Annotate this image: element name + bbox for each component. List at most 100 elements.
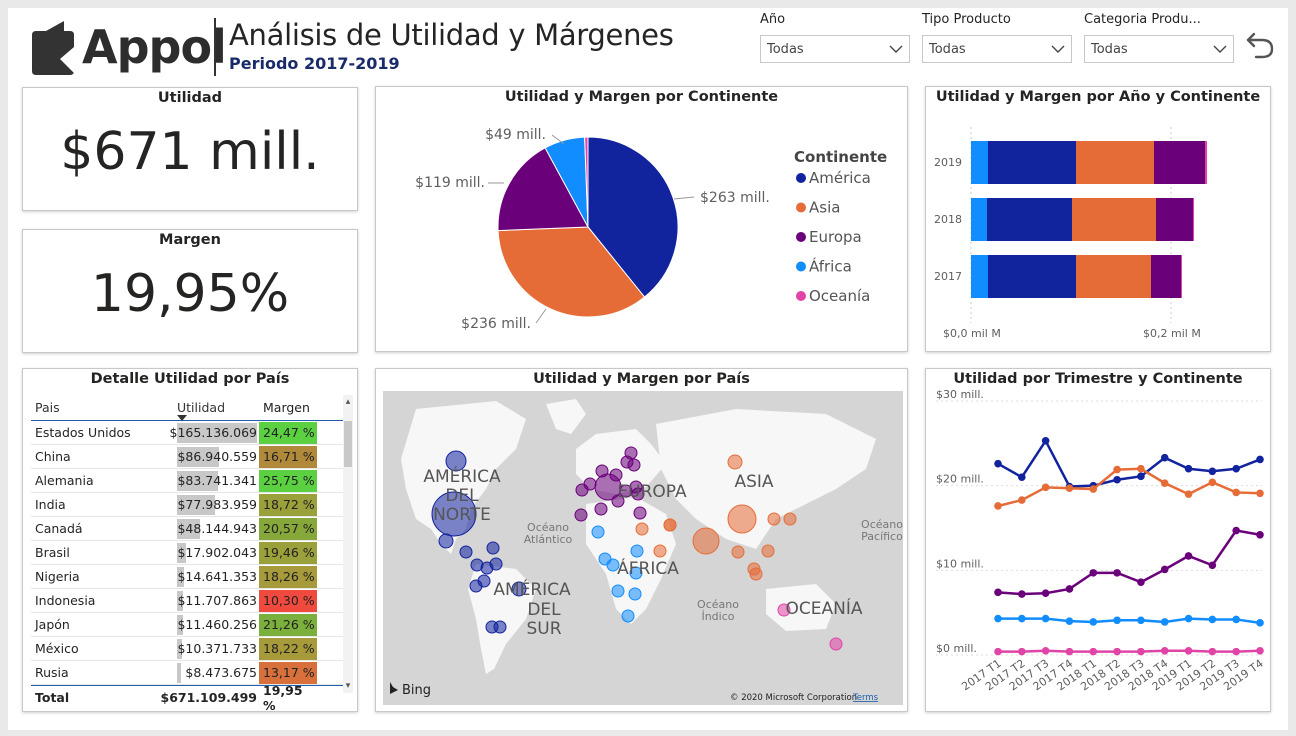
bar-segment[interactable] (971, 255, 988, 298)
series-point[interactable] (1113, 569, 1121, 577)
map-bubble[interactable] (829, 637, 843, 651)
bar-segment[interactable] (1205, 141, 1207, 184)
series-point[interactable] (1256, 455, 1264, 464)
map-bubbles[interactable] (431, 446, 843, 651)
series-point[interactable] (1160, 453, 1169, 462)
bar-segment[interactable] (1076, 255, 1151, 298)
table-row[interactable]: Indonesia $11.707.863 10,30 % (31, 589, 351, 613)
series-point[interactable] (1041, 483, 1050, 492)
series-point[interactable] (1137, 472, 1145, 481)
series-point[interactable] (994, 502, 1002, 510)
series-point[interactable] (1208, 647, 1217, 656)
map-bubble[interactable] (493, 620, 507, 634)
map-bubble[interactable] (575, 483, 589, 497)
map-bubble[interactable] (692, 527, 720, 555)
bar-segment[interactable] (971, 141, 988, 184)
slicer-tipo-dropdown[interactable]: Todas (922, 35, 1072, 63)
map-bubble[interactable] (486, 541, 500, 555)
table-row[interactable]: Rusia $8.473.675 13,17 % (31, 661, 351, 685)
bar-segment[interactable] (1181, 255, 1182, 298)
series-point[interactable] (1184, 490, 1193, 498)
pie-legend-item[interactable]: Asia (809, 199, 840, 217)
series-point[interactable] (1018, 647, 1026, 656)
map-bubble[interactable] (511, 581, 527, 597)
series-point[interactable] (1137, 647, 1145, 656)
bar-segment[interactable] (971, 198, 987, 241)
series-point[interactable] (1160, 646, 1169, 655)
pie-slice-4[interactable] (584, 136, 589, 228)
map-bubble[interactable] (653, 544, 667, 558)
map-bubble[interactable] (445, 450, 467, 472)
series-point[interactable] (1065, 484, 1074, 493)
series-point[interactable] (1232, 464, 1240, 473)
series-point[interactable] (1065, 585, 1074, 593)
series-point[interactable] (1065, 647, 1074, 656)
map-terms-link[interactable]: Terms (852, 693, 879, 703)
map-bubble[interactable] (431, 491, 477, 537)
map-bubble[interactable] (624, 446, 638, 460)
bar-segment[interactable] (987, 198, 1072, 241)
bar-segment[interactable] (1156, 198, 1193, 241)
table-scrollbar[interactable]: ▴ ▾ (343, 395, 353, 693)
series-point[interactable] (1089, 618, 1098, 626)
series-point[interactable] (1018, 590, 1026, 598)
map-bubble[interactable] (611, 494, 625, 508)
series-point[interactable] (1137, 464, 1145, 473)
series-point[interactable] (1018, 614, 1026, 623)
series-point[interactable] (994, 647, 1002, 656)
table-row[interactable]: Japón $11.460.256 21,26 % (31, 613, 351, 637)
table-row[interactable]: Brasil $17.902.043 19,46 % (31, 541, 351, 565)
map-bubble[interactable] (574, 508, 588, 522)
map-bubble[interactable] (619, 484, 633, 498)
map-bubble[interactable] (628, 587, 642, 601)
bar-segment[interactable] (988, 141, 1076, 184)
pie-slice-2[interactable] (497, 147, 589, 232)
slicer-anio-dropdown[interactable]: Todas (760, 35, 910, 63)
map-bubble[interactable] (609, 468, 623, 482)
table-row[interactable]: China $86.940.559 16,71 % (31, 445, 351, 469)
map-bubble[interactable] (469, 579, 483, 593)
map-bubble[interactable] (727, 504, 757, 534)
series-point[interactable] (1041, 646, 1050, 655)
series-point[interactable] (1184, 614, 1193, 623)
series-point[interactable] (994, 588, 1002, 597)
series-point[interactable] (1184, 552, 1193, 560)
series-point[interactable] (1184, 646, 1193, 655)
pie-slice-0[interactable] (587, 136, 679, 298)
series-point[interactable] (1089, 485, 1098, 493)
pie-legend-item[interactable]: Oceanía (809, 287, 870, 305)
map-bubble[interactable] (438, 533, 454, 549)
map-bubble[interactable] (731, 545, 745, 559)
pie-legend-item[interactable]: África (809, 257, 852, 276)
series-point[interactable] (1208, 561, 1217, 570)
col-header-utilidad[interactable]: Utilidad (177, 395, 259, 421)
map-bubble[interactable] (591, 525, 605, 539)
bar-segment[interactable] (1076, 141, 1154, 184)
scroll-thumb[interactable] (344, 421, 352, 467)
map-bubble[interactable] (629, 566, 643, 580)
series-point[interactable] (994, 459, 1002, 468)
series-point[interactable] (1208, 467, 1217, 476)
series-point[interactable] (1113, 475, 1121, 484)
series-point[interactable] (1208, 615, 1217, 624)
series-point[interactable] (1160, 565, 1169, 574)
col-header-margen[interactable]: Margen (263, 400, 310, 415)
bar-segment[interactable] (1151, 255, 1181, 298)
series-point[interactable] (1232, 647, 1240, 656)
series-point[interactable] (994, 614, 1002, 623)
slicer-categoria-dropdown[interactable]: Todas (1084, 35, 1234, 63)
map-bubble[interactable] (635, 522, 649, 536)
pie-chart-card[interactable]: Utilidad y Margen por Continente $263 mi… (375, 86, 908, 352)
map-card[interactable]: Utilidad y Margen por País AMÉRICA DEL N… (375, 368, 908, 712)
bar-segment[interactable] (1072, 198, 1156, 241)
series-point[interactable] (1256, 489, 1264, 498)
map-bubble[interactable] (663, 518, 677, 532)
series-point[interactable] (1184, 464, 1193, 473)
series-point[interactable] (1018, 496, 1026, 504)
series-point[interactable] (1160, 479, 1169, 487)
table-row[interactable]: México $10.371.733 18,22 % (31, 637, 351, 661)
series-point[interactable] (1041, 436, 1050, 445)
map-bubble[interactable] (727, 454, 743, 470)
pie-legend-item[interactable]: América (809, 169, 871, 187)
line-chart-card[interactable]: Utilidad por Trimestre y Continente $30 … (925, 368, 1271, 712)
